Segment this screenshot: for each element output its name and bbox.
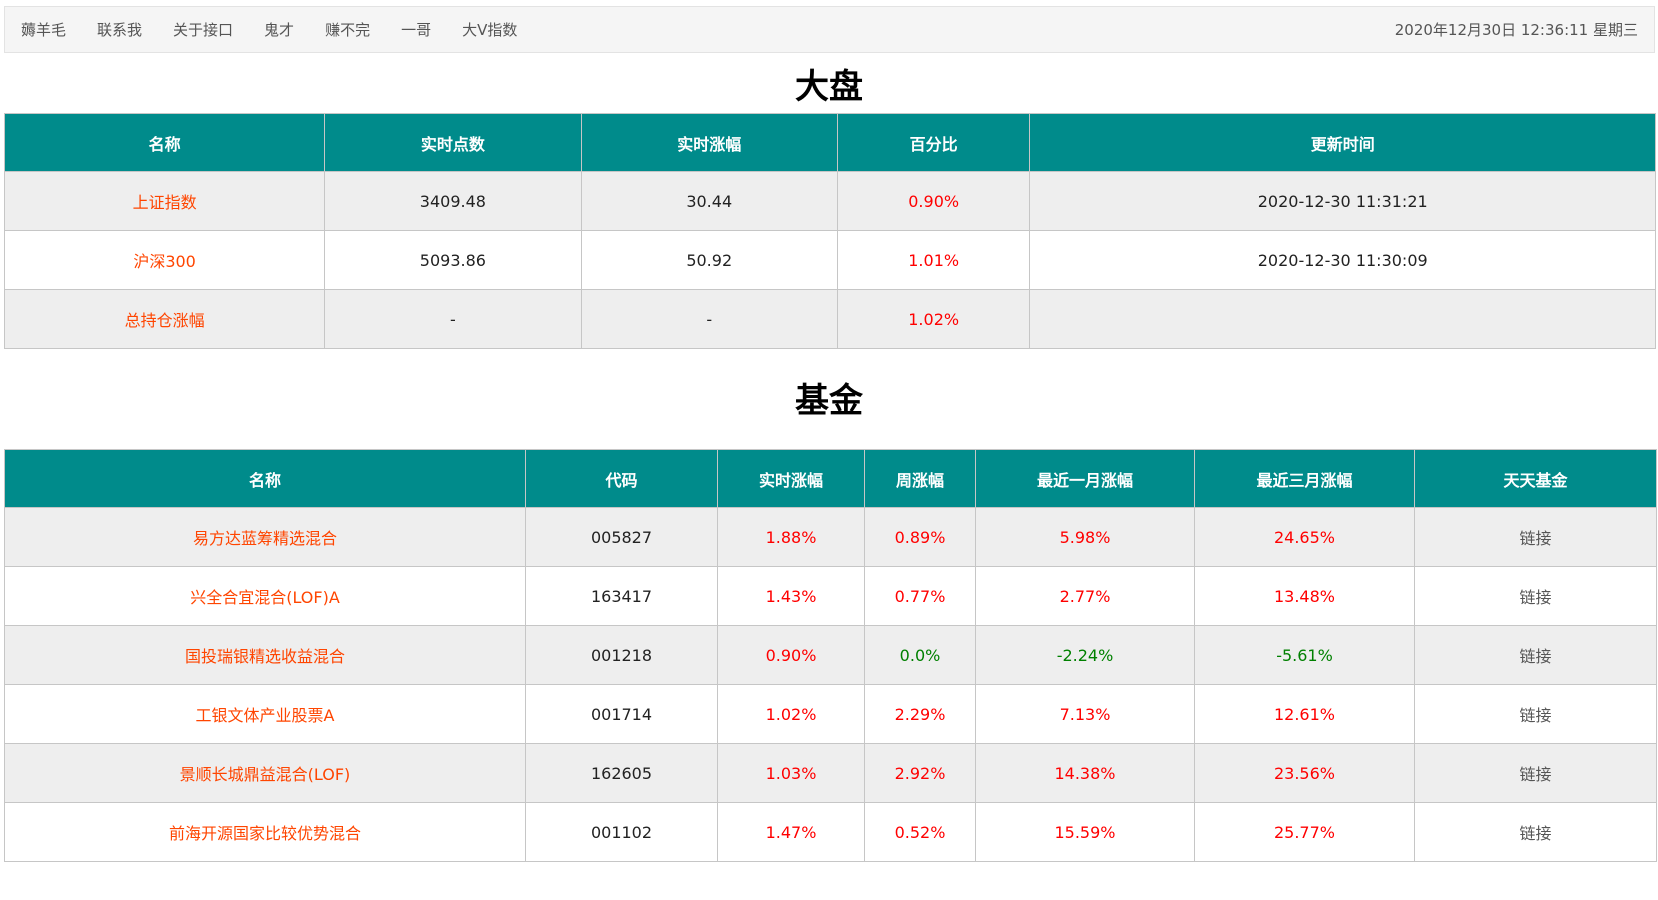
fund-link[interactable]: 链接 bbox=[1414, 743, 1657, 803]
market-table-header-row: 名称 实时点数 实时涨幅 百分比 更新时间 bbox=[3, 113, 1656, 172]
fund-month3-cell: 12.61% bbox=[1194, 684, 1415, 744]
fund-week-cell: 2.92% bbox=[864, 743, 976, 803]
funds-header-realtime: 实时涨幅 bbox=[717, 449, 865, 508]
table-row: 工银文体产业股票A 001714 1.02% 2.29% 7.13% 12.61… bbox=[4, 684, 1657, 744]
funds-header-code: 代码 bbox=[525, 449, 718, 508]
market-table: 名称 实时点数 实时涨幅 百分比 更新时间 上证指数 3409.48 30.44… bbox=[3, 113, 1656, 349]
market-header-updated: 更新时间 bbox=[1029, 113, 1656, 172]
fund-week-cell: 0.0% bbox=[864, 625, 976, 685]
table-row: 总持仓涨幅 - - 1.02% bbox=[3, 289, 1656, 349]
nav-link-endless-profit[interactable]: 赚不完 bbox=[325, 21, 371, 39]
fund-month1-cell: 15.59% bbox=[975, 802, 1195, 862]
fund-week-cell: 0.89% bbox=[864, 507, 976, 567]
market-header-name: 名称 bbox=[3, 113, 326, 172]
market-points-cell: - bbox=[324, 289, 582, 349]
datetime-clock: 2020年12月30日 12:36:11 星期三 bbox=[1394, 21, 1638, 39]
fund-month1-cell: -2.24% bbox=[975, 625, 1195, 685]
fund-realtime-cell: 1.03% bbox=[717, 743, 865, 803]
nav-link-genius[interactable]: 鬼才 bbox=[264, 21, 295, 39]
fund-code-cell: 005827 bbox=[525, 507, 718, 567]
nav-link-wool[interactable]: 薅羊毛 bbox=[21, 21, 67, 39]
table-row: 兴全合宜混合(LOF)A 163417 1.43% 0.77% 2.77% 13… bbox=[4, 566, 1657, 626]
fund-month1-cell: 7.13% bbox=[975, 684, 1195, 744]
fund-realtime-cell: 0.90% bbox=[717, 625, 865, 685]
table-row: 景顺长城鼎益混合(LOF) 162605 1.03% 2.92% 14.38% … bbox=[4, 743, 1657, 803]
market-updated-cell: 2020-12-30 11:31:21 bbox=[1029, 171, 1656, 231]
fund-name-cell[interactable]: 前海开源国家比较优势混合 bbox=[4, 802, 526, 862]
fund-link[interactable]: 链接 bbox=[1414, 684, 1657, 744]
table-row: 前海开源国家比较优势混合 001102 1.47% 0.52% 15.59% 2… bbox=[4, 802, 1657, 862]
funds-table: 名称 代码 实时涨幅 周涨幅 最近一月涨幅 最近三月涨幅 天天基金 易方达蓝筹精… bbox=[4, 449, 1657, 862]
fund-code-cell: 001102 bbox=[525, 802, 718, 862]
fund-month1-cell: 5.98% bbox=[975, 507, 1195, 567]
market-percent-cell: 1.01% bbox=[836, 230, 1031, 290]
market-percent-cell: 1.02% bbox=[836, 289, 1031, 349]
table-row: 易方达蓝筹精选混合 005827 1.88% 0.89% 5.98% 24.65… bbox=[4, 507, 1657, 567]
fund-link[interactable]: 链接 bbox=[1414, 566, 1657, 626]
fund-name-cell[interactable]: 易方达蓝筹精选混合 bbox=[4, 507, 526, 567]
nav-link-bigv-index[interactable]: 大V指数 bbox=[462, 21, 518, 39]
market-percent-cell: 0.90% bbox=[836, 171, 1031, 231]
fund-month3-cell: 13.48% bbox=[1194, 566, 1415, 626]
fund-name-cell[interactable]: 工银文体产业股票A bbox=[4, 684, 526, 744]
nav-link-big-brother[interactable]: 一哥 bbox=[401, 21, 432, 39]
fund-link[interactable]: 链接 bbox=[1414, 625, 1657, 685]
market-updated-cell bbox=[1029, 289, 1656, 349]
table-row: 上证指数 3409.48 30.44 0.90% 2020-12-30 11:3… bbox=[3, 171, 1656, 231]
fund-name-cell[interactable]: 国投瑞银精选收益混合 bbox=[4, 625, 526, 685]
funds-header-name: 名称 bbox=[4, 449, 526, 508]
table-row: 沪深300 5093.86 50.92 1.01% 2020-12-30 11:… bbox=[3, 230, 1656, 290]
nav-link-about-api[interactable]: 关于接口 bbox=[173, 21, 234, 39]
fund-code-cell: 001714 bbox=[525, 684, 718, 744]
fund-month1-cell: 2.77% bbox=[975, 566, 1195, 626]
fund-link[interactable]: 链接 bbox=[1414, 507, 1657, 567]
market-change-cell: - bbox=[580, 289, 838, 349]
fund-code-cell: 001218 bbox=[525, 625, 718, 685]
top-navbar: 薅羊毛 联系我 关于接口 鬼才 赚不完 一哥 大V指数 2020年12月30日 … bbox=[4, 6, 1655, 53]
fund-realtime-cell: 1.02% bbox=[717, 684, 865, 744]
fund-realtime-cell: 1.47% bbox=[717, 802, 865, 862]
fund-realtime-cell: 1.43% bbox=[717, 566, 865, 626]
fund-month1-cell: 14.38% bbox=[975, 743, 1195, 803]
fund-code-cell: 163417 bbox=[525, 566, 718, 626]
funds-header-tiantian: 天天基金 bbox=[1414, 449, 1657, 508]
table-row: 国投瑞银精选收益混合 001218 0.90% 0.0% -2.24% -5.6… bbox=[4, 625, 1657, 685]
market-section-title: 大盘 bbox=[795, 67, 863, 107]
market-updated-cell: 2020-12-30 11:30:09 bbox=[1029, 230, 1656, 290]
fund-week-cell: 0.77% bbox=[864, 566, 976, 626]
market-header-points: 实时点数 bbox=[324, 113, 582, 172]
market-header-change: 实时涨幅 bbox=[580, 113, 838, 172]
nav-links: 薅羊毛 联系我 关于接口 鬼才 赚不完 一哥 大V指数 bbox=[21, 19, 548, 40]
market-change-cell: 50.92 bbox=[580, 230, 838, 290]
fund-month3-cell: 25.77% bbox=[1194, 802, 1415, 862]
market-name-cell[interactable]: 沪深300 bbox=[3, 230, 326, 290]
funds-header-week: 周涨幅 bbox=[864, 449, 976, 508]
fund-month3-cell: 23.56% bbox=[1194, 743, 1415, 803]
fund-name-cell[interactable]: 兴全合宜混合(LOF)A bbox=[4, 566, 526, 626]
fund-link[interactable]: 链接 bbox=[1414, 802, 1657, 862]
fund-month3-cell: 24.65% bbox=[1194, 507, 1415, 567]
market-points-cell: 3409.48 bbox=[324, 171, 582, 231]
funds-table-header-row: 名称 代码 实时涨幅 周涨幅 最近一月涨幅 最近三月涨幅 天天基金 bbox=[4, 449, 1657, 508]
market-name-cell[interactable]: 上证指数 bbox=[3, 171, 326, 231]
nav-link-contact[interactable]: 联系我 bbox=[97, 21, 143, 39]
market-points-cell: 5093.86 bbox=[324, 230, 582, 290]
funds-section-title: 基金 bbox=[795, 381, 863, 421]
fund-realtime-cell: 1.88% bbox=[717, 507, 865, 567]
fund-week-cell: 2.29% bbox=[864, 684, 976, 744]
fund-code-cell: 162605 bbox=[525, 743, 718, 803]
market-header-percent: 百分比 bbox=[836, 113, 1031, 172]
market-change-cell: 30.44 bbox=[580, 171, 838, 231]
fund-name-cell[interactable]: 景顺长城鼎益混合(LOF) bbox=[4, 743, 526, 803]
fund-week-cell: 0.52% bbox=[864, 802, 976, 862]
funds-header-month1: 最近一月涨幅 bbox=[975, 449, 1195, 508]
funds-header-month3: 最近三月涨幅 bbox=[1194, 449, 1415, 508]
market-name-cell[interactable]: 总持仓涨幅 bbox=[3, 289, 326, 349]
fund-month3-cell: -5.61% bbox=[1194, 625, 1415, 685]
